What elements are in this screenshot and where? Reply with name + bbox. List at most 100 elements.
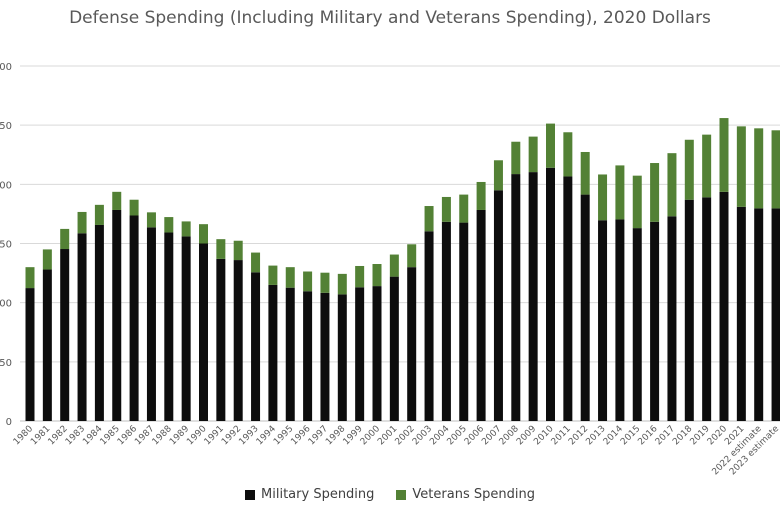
bar-veterans bbox=[546, 123, 555, 168]
bar-military bbox=[719, 191, 729, 421]
bar-veterans bbox=[233, 240, 243, 261]
bar-military bbox=[632, 228, 642, 421]
y-tick-label: 300 bbox=[0, 299, 12, 310]
bar-veterans bbox=[389, 254, 399, 277]
y-tick-label: 450 bbox=[0, 240, 12, 251]
bar-military bbox=[736, 206, 746, 421]
bar-military bbox=[60, 249, 70, 421]
bar-veterans bbox=[598, 174, 608, 221]
bar-veterans bbox=[407, 244, 417, 268]
bar-veterans bbox=[129, 199, 139, 216]
bar-veterans bbox=[181, 221, 191, 237]
bar-military bbox=[268, 284, 278, 421]
bar-military bbox=[424, 231, 434, 421]
bar-veterans bbox=[719, 118, 729, 192]
bar-military bbox=[146, 227, 156, 421]
bar-military bbox=[372, 286, 382, 421]
bar-veterans bbox=[580, 151, 590, 195]
bar-military bbox=[493, 190, 503, 421]
bar-military bbox=[580, 194, 590, 421]
bar-veterans bbox=[303, 271, 313, 292]
bar-veterans bbox=[94, 204, 104, 225]
bar-military bbox=[181, 236, 191, 421]
bar-military bbox=[511, 174, 521, 421]
bar-veterans bbox=[25, 267, 35, 289]
bar-military bbox=[389, 276, 399, 421]
bar-military bbox=[233, 260, 243, 421]
bar-veterans bbox=[320, 272, 330, 293]
y-tick-label: 150 bbox=[0, 358, 12, 369]
bar-military bbox=[285, 287, 295, 421]
bar-veterans bbox=[736, 126, 746, 207]
bar-veterans bbox=[459, 194, 469, 223]
bar-military bbox=[199, 243, 208, 421]
y-axis-ticks: 0 150 300 450 600 750 900 bbox=[0, 62, 12, 428]
bar-veterans bbox=[493, 160, 503, 191]
bar-military bbox=[355, 287, 365, 421]
legend-item-military[interactable]: Military Spending bbox=[245, 487, 374, 502]
bar-military bbox=[25, 288, 35, 421]
legend-swatch-military bbox=[245, 489, 256, 500]
bar-military bbox=[702, 197, 712, 421]
bar-veterans bbox=[112, 191, 122, 210]
bar-military bbox=[598, 220, 608, 421]
bar-veterans bbox=[216, 239, 226, 259]
bar-veterans bbox=[563, 132, 573, 177]
bar-military bbox=[77, 233, 87, 421]
legend-label-military: Military Spending bbox=[261, 487, 375, 502]
bar-military bbox=[476, 209, 486, 421]
chart-title: Defense Spending (Including Military and… bbox=[69, 8, 711, 28]
bar-military bbox=[129, 215, 139, 421]
bar-veterans bbox=[667, 153, 677, 217]
bar-veterans bbox=[77, 211, 87, 234]
bar-veterans bbox=[424, 206, 434, 232]
bar-military bbox=[459, 222, 469, 421]
bar-veterans bbox=[771, 130, 780, 209]
bar-veterans bbox=[684, 139, 694, 200]
bar-military bbox=[251, 272, 261, 421]
bar-veterans bbox=[146, 212, 156, 228]
bar-veterans bbox=[164, 217, 174, 233]
bar-military bbox=[684, 199, 694, 421]
bar-military bbox=[407, 267, 417, 421]
bar-military bbox=[771, 208, 780, 421]
bar-veterans bbox=[60, 228, 70, 250]
y-tick-label: 600 bbox=[0, 180, 12, 191]
bar-military bbox=[441, 221, 451, 421]
bar-military bbox=[563, 176, 573, 421]
bar-military bbox=[94, 224, 104, 421]
bar-military bbox=[337, 294, 347, 421]
y-tick-label: 900 bbox=[0, 62, 12, 73]
bars bbox=[25, 118, 780, 421]
x-axis-ticks: 1980198119821983198419851986198719881989… bbox=[12, 424, 780, 478]
legend-swatch-veterans bbox=[396, 489, 407, 500]
bar-veterans bbox=[702, 134, 712, 198]
legend: Military Spending Veterans Spending bbox=[0, 487, 780, 502]
bar-military bbox=[42, 269, 52, 421]
bar-veterans bbox=[650, 163, 660, 222]
bar-veterans bbox=[615, 165, 625, 220]
legend-label-veterans: Veterans Spending bbox=[412, 487, 535, 502]
bar-military bbox=[650, 221, 660, 421]
bar-military bbox=[303, 291, 313, 421]
bar-veterans bbox=[285, 267, 295, 288]
legend-item-veterans[interactable]: Veterans Spending bbox=[396, 487, 535, 502]
bar-military bbox=[112, 209, 122, 421]
bar-veterans bbox=[372, 264, 382, 287]
bar-veterans bbox=[511, 141, 521, 175]
bar-military bbox=[320, 292, 330, 421]
bar-veterans bbox=[199, 224, 208, 244]
bar-military bbox=[216, 258, 226, 421]
y-tick-label: 0 bbox=[6, 417, 12, 428]
bar-veterans bbox=[251, 252, 261, 273]
bar-veterans bbox=[632, 175, 642, 229]
bar-veterans bbox=[441, 196, 451, 222]
bar-veterans bbox=[355, 265, 365, 288]
bar-military bbox=[546, 167, 555, 421]
bar-military bbox=[528, 172, 538, 421]
bar-veterans bbox=[754, 128, 764, 209]
y-tick-label: 750 bbox=[0, 121, 12, 132]
bar-military bbox=[164, 232, 174, 421]
bar-veterans bbox=[337, 273, 347, 295]
